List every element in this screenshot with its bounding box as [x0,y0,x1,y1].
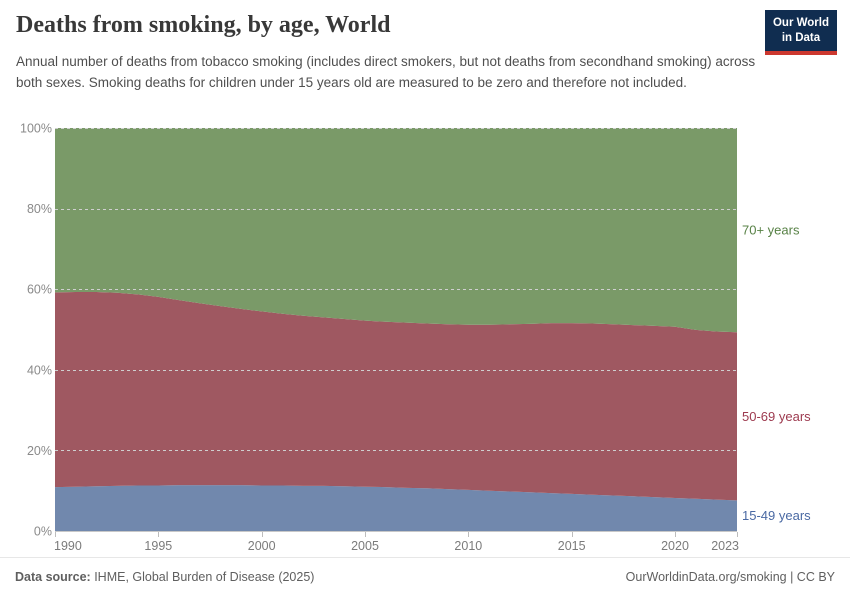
owid-logo-line1: Our World [772,17,829,29]
x-tick-label: 1990 [54,539,82,553]
area-70plus-years[interactable] [55,128,737,333]
data-source-label: Data source: [15,570,91,584]
x-tick-label: 2023 [711,539,739,553]
data-source[interactable]: Data source: IHME, Global Burden of Dise… [15,570,314,584]
y-tick-label: 80% [27,202,52,216]
y-tick-label: 40% [27,363,52,377]
page-title: Deaths from smoking, by age, World [16,12,391,38]
series-label-70plus-years[interactable]: 70+ years [742,223,800,238]
x-tick-label: 2005 [351,539,379,553]
y-tick-label: 0% [34,525,52,539]
area-15-49-years[interactable] [55,485,737,531]
y-tick-label: 100% [20,122,52,136]
chart-footer: Data source: IHME, Global Burden of Dise… [0,557,850,600]
chart-subtitle: Annual number of deaths from tobacco smo… [16,54,756,90]
area-50-69-years[interactable] [55,292,737,501]
x-tick-label: 2020 [661,539,689,553]
series-label-15-49-years[interactable]: 15-49 years [742,508,811,523]
owid-logo[interactable]: Our World in Data [764,10,837,55]
y-tick-label: 60% [27,283,52,297]
x-tick-label: 2010 [454,539,482,553]
data-source-value: IHME, Global Burden of Disease (2025) [90,570,315,584]
x-tick-label: 2000 [248,539,276,553]
y-tick-label: 20% [27,444,52,458]
series-label-50-69-years[interactable]: 50-69 years [742,409,811,424]
x-tick-label: 2015 [558,539,586,553]
credit-link[interactable]: OurWorldinData.org/smoking | CC BY [625,570,835,584]
x-tick-label: 1995 [144,539,172,553]
owid-logo-line2: in Data [781,31,821,44]
